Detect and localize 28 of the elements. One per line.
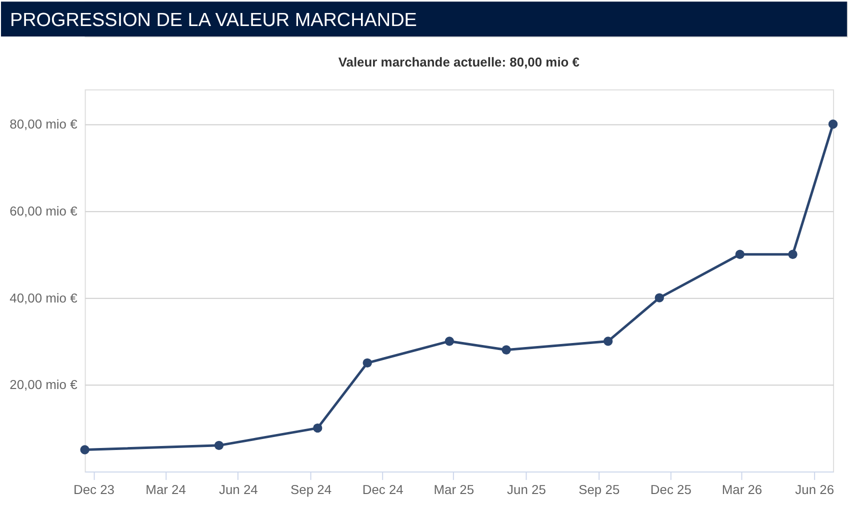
point [313, 423, 322, 433]
y-tick-label: 80,00 mio € [10, 116, 78, 132]
point [214, 440, 224, 450]
x-tick-label: Dec 23 [73, 482, 115, 497]
y-tick-label: 60,00 mio € [10, 203, 78, 218]
x-tick-label: Mar 26 [722, 482, 762, 497]
point [80, 445, 90, 454]
point [444, 336, 454, 346]
chart-title: PROGRESSION DE LA VALEUR MARCHANDE [10, 10, 417, 32]
x-tick-label: Mar 25 [434, 482, 474, 497]
point [735, 250, 744, 259]
point [828, 120, 838, 129]
point [502, 345, 511, 354]
x-tick-label: Sep 25 [578, 482, 620, 497]
x-tick-label: Mar 24 [146, 482, 186, 497]
x-tick-label: Dec 24 [362, 482, 404, 497]
x-tick-label: Jun 24 [218, 482, 258, 497]
point [654, 293, 664, 302]
x-tick-label: Dec 25 [650, 482, 692, 497]
x-tick-label: Sep 24 [290, 482, 332, 497]
point [788, 250, 798, 259]
x-tick-label: Jun 25 [507, 482, 546, 497]
y-tick-label: 40,00 mio € [10, 290, 78, 306]
chart-subtitle: Valeur marchande actuelle: 80,00 mio € [338, 54, 580, 70]
point [362, 358, 372, 368]
y-tick-label: 20,00 mio € [10, 377, 78, 392]
x-tick-label: Jun 26 [795, 482, 834, 497]
point [603, 336, 613, 346]
